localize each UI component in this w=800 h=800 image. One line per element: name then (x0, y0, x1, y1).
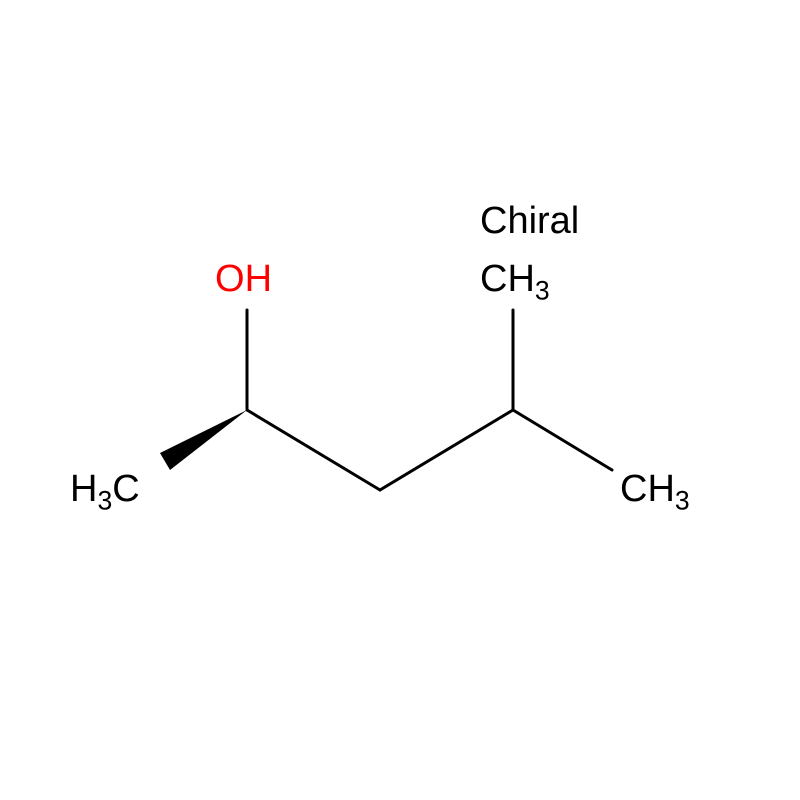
chiral-label: Chiral (480, 200, 579, 243)
bond-svg (0, 0, 800, 800)
methyl-top-label: CH3 (480, 258, 550, 307)
hydroxyl-label: OH (215, 258, 272, 301)
wedge-bond (160, 410, 247, 470)
methyl-left-label: H3C (70, 468, 140, 517)
chemical-structure-diagram: Chiral OH CH3 H3C CH3 (0, 0, 800, 800)
bond-line (247, 410, 380, 490)
methyl-right-label: CH3 (620, 468, 690, 517)
oxygen-atom: O (215, 258, 245, 300)
bond-line (513, 410, 612, 470)
bond-line (380, 410, 513, 490)
hydrogen-atom: H (245, 258, 272, 300)
